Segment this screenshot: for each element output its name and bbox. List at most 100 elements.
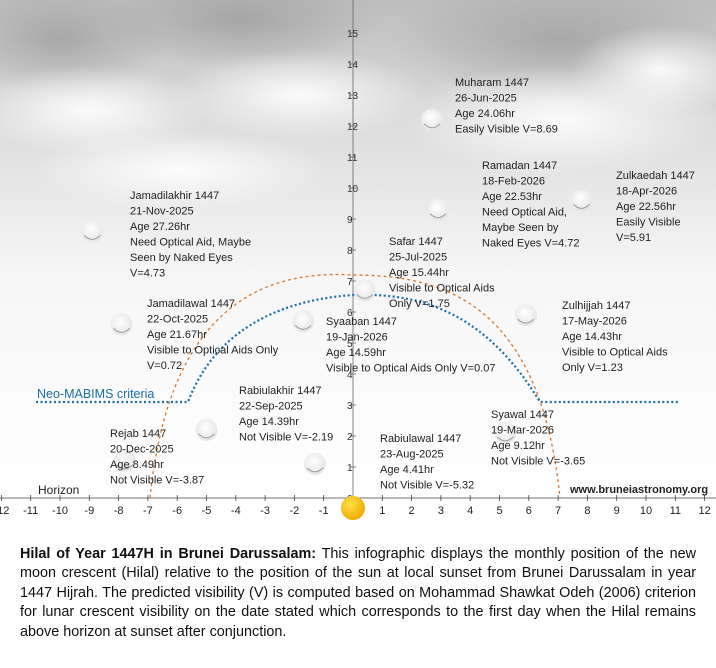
point-label-line: Age 22.53hr bbox=[482, 191, 542, 203]
crescent-point: Rejab 1447 20-Dec-2025 Age 8.49hr Not Visib… bbox=[110, 428, 204, 487]
point-label-line: Not Visible V=-2.19 bbox=[239, 432, 333, 444]
y-tick-label: 11 bbox=[347, 153, 358, 164]
y-tick-label: 10 bbox=[347, 184, 359, 195]
point-label-line: Rabiulawal 1447 bbox=[380, 433, 461, 445]
point-label: Zulkaedah 1447 18-Apr-2026 Age 22.56hr Easi… bbox=[616, 170, 695, 244]
point-label-line: Rabiulakhir 1447 bbox=[239, 385, 322, 397]
x-tick-label: 11 bbox=[670, 505, 681, 517]
point-label-line: Zulkaedah 1447 bbox=[616, 170, 695, 182]
point-label-line: V=0.72 bbox=[147, 360, 182, 372]
x-tick-label: 12 bbox=[698, 505, 710, 517]
point-label: Zulhijjah 1447 17-May-2026 Age 14.43hr Visi… bbox=[562, 300, 668, 374]
point-label-line: Age 27.26hr bbox=[130, 221, 190, 233]
point-label-line: Jamadilakhir 1447 bbox=[130, 190, 219, 202]
point-label-line: Age 4.41hr bbox=[380, 464, 434, 476]
y-tick-label: 15 bbox=[347, 29, 359, 40]
point-label-line: Visible to Optical Aids bbox=[389, 283, 495, 295]
x-tick-label: -8 bbox=[114, 505, 124, 517]
x-tick-label: -12 bbox=[0, 505, 9, 517]
point-label: Rejab 1447 20-Dec-2025 Age 8.49hr Not Visib… bbox=[110, 428, 204, 487]
point-label-line: Easily Visible V=8.69 bbox=[455, 124, 558, 136]
crescent-arc bbox=[573, 204, 590, 209]
point-label-line: Not Visible V=-3.87 bbox=[110, 475, 204, 487]
y-tick-label: 8 bbox=[347, 246, 353, 257]
point-label-line: Easily Visible bbox=[616, 217, 681, 229]
point-label-line: Age 14.43hr bbox=[562, 331, 622, 343]
x-tick-label: 2 bbox=[409, 505, 415, 517]
crescent-point: Syawal 1447 19-Mar-2026 Age 9.12hr Not Visi… bbox=[491, 409, 585, 468]
y-tick-label: 3 bbox=[347, 401, 353, 412]
point-label-line: Muharam 1447 bbox=[455, 77, 529, 89]
point-label-line: Naked Eyes V=4.72 bbox=[482, 238, 580, 250]
point-label-line: Age 8.49hr bbox=[110, 459, 164, 471]
x-tick-label: 6 bbox=[526, 505, 532, 517]
point-label-line: Only V=1.75 bbox=[389, 298, 450, 310]
point-label-line: Age 22.56hr bbox=[616, 201, 676, 213]
point-label: Syaaban 1447 19-Jan-2026 Age 14.59hr Visibl… bbox=[326, 316, 495, 375]
point-label-line: Visible to Optical Aids bbox=[562, 347, 668, 359]
crescent-arc bbox=[306, 467, 324, 473]
x-tick-label: -3 bbox=[260, 505, 270, 517]
y-tick-label: 14 bbox=[347, 60, 359, 71]
horizon-label: Horizon bbox=[38, 483, 79, 497]
point-label-line: Seen by Naked Eyes bbox=[130, 252, 233, 264]
point-label-line: Syawal 1447 bbox=[491, 409, 554, 421]
sky-background bbox=[0, 0, 716, 498]
point-label-line: 21-Nov-2025 bbox=[130, 206, 194, 218]
y-tick-label: 5 bbox=[347, 339, 353, 350]
y-tick-label: 2 bbox=[347, 432, 353, 443]
crescent-arc bbox=[423, 123, 441, 129]
point-label: Muharam 1447 26-Jun-2025 Age 24.06hr Easily… bbox=[455, 77, 558, 136]
crescent-point: Safar 1447 25-Jul-2025 Age 15.44hr Visible … bbox=[353, 236, 495, 310]
x-tick-label: -5 bbox=[202, 505, 212, 517]
y-tick-label: 6 bbox=[347, 308, 353, 319]
point-label-line: Safar 1447 bbox=[389, 236, 443, 248]
point-label-line: Only V=1.23 bbox=[562, 362, 623, 374]
y-axis-ticks: 0123456789101112131415 bbox=[347, 29, 359, 505]
x-tick-label: -11 bbox=[23, 505, 38, 517]
point-label: Jamadilakhir 1447 21-Nov-2025 Age 27.26hr N… bbox=[130, 190, 251, 280]
point-label-line: 18-Feb-2026 bbox=[482, 176, 545, 188]
sun-icon bbox=[341, 496, 365, 520]
point-label-line: Age 9.12hr bbox=[491, 440, 545, 452]
point-label-line: Not Visible V=-3.65 bbox=[491, 456, 585, 468]
caption: Hilal of Year 1447H in Brunei Darussalam… bbox=[20, 545, 696, 642]
crescent-arc bbox=[356, 293, 374, 299]
point-label-line: 18-Apr-2026 bbox=[616, 186, 677, 198]
point-label-line: V=5.91 bbox=[616, 232, 651, 244]
crescent-point: Syaaban 1447 19-Jan-2026 Age 14.59hr Visibl… bbox=[292, 310, 495, 375]
x-tick-label: 3 bbox=[438, 505, 444, 517]
point-label: Safar 1447 25-Jul-2025 Age 15.44hr Visible … bbox=[389, 236, 495, 310]
crescent-arc bbox=[497, 436, 514, 442]
y-tick-label: 4 bbox=[347, 370, 353, 381]
hilal-chart: 0123456789101112131415 -12-11-10-9-8-7-6… bbox=[0, 0, 716, 520]
y-tick-label: 9 bbox=[347, 215, 353, 226]
crescent-arc bbox=[116, 464, 133, 470]
point-label-line: Age 24.06hr bbox=[455, 108, 515, 120]
point-label-line: Ramadan 1447 bbox=[482, 160, 557, 172]
point-label-line: Syaaban 1447 bbox=[326, 316, 397, 328]
x-tick-label: 10 bbox=[640, 505, 652, 517]
crescent-point: Zulhijjah 1447 17-May-2026 Age 14.43hr Visi… bbox=[514, 300, 668, 374]
crescent-point: Rabiulakhir 1447 22-Sep-2025 Age 14.39hr No… bbox=[195, 385, 333, 444]
point-label-line: 19-Jan-2026 bbox=[326, 332, 388, 344]
point-label: Rabiulakhir 1447 22-Sep-2025 Age 14.39hr No… bbox=[239, 385, 333, 444]
crescent-arc bbox=[517, 318, 535, 324]
x-tick-label: -10 bbox=[52, 505, 68, 517]
x-tick-label: 7 bbox=[555, 505, 561, 517]
x-tick-label: -2 bbox=[290, 505, 300, 517]
x-tick-label: 1 bbox=[379, 505, 385, 517]
point-label-line: Zulhijjah 1447 bbox=[562, 300, 631, 312]
point-label: Jamadilawal 1447 22-Oct-2025 Age 21.67hr Vi… bbox=[147, 298, 279, 372]
crescent-arc bbox=[113, 328, 130, 333]
point-label-line: 22-Oct-2025 bbox=[147, 314, 208, 326]
x-tick-label: -7 bbox=[143, 505, 153, 517]
caption-title: Hilal of Year 1447H in Brunei Darussalam… bbox=[20, 546, 317, 562]
website-label: www.bruneiastronomy.org bbox=[569, 484, 708, 496]
crescent-point: Jamadilawal 1447 22-Oct-2025 Age 21.67hr Vi… bbox=[110, 298, 279, 372]
crescent-arc bbox=[198, 433, 215, 439]
point-label-line: 25-Jul-2025 bbox=[389, 252, 447, 264]
point-label-line: Not Visible V=-5.32 bbox=[380, 480, 474, 492]
crescent-arc bbox=[294, 324, 312, 330]
point-label: Ramadan 1447 18-Feb-2026 Age 22.53hr Need O… bbox=[482, 160, 580, 250]
